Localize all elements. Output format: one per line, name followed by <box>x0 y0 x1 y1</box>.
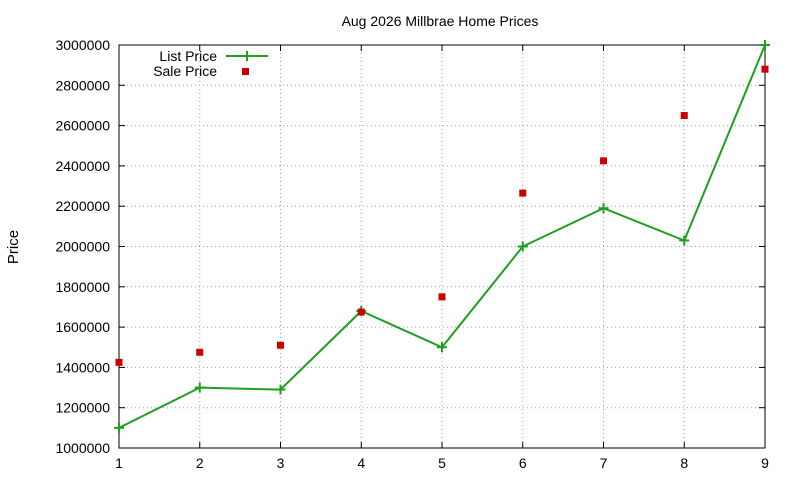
list-price-point <box>194 382 205 393</box>
x-tick-label: 5 <box>438 455 446 471</box>
series-list-price <box>114 40 770 433</box>
y-tick-labels: 1000000 1200000 1400000 1600000 1800000 20000… <box>55 37 110 456</box>
legend-marker-sale-price <box>242 68 249 75</box>
y-tick-label: 1600000 <box>55 319 110 335</box>
x-tick-label: 6 <box>519 455 527 471</box>
x-tick-labels: 1 2 3 4 5 6 7 8 9 <box>115 455 769 471</box>
list-price-point <box>275 384 286 395</box>
x-tick-label: 7 <box>600 455 608 471</box>
sale-price-point <box>277 341 284 349</box>
y-tick-label: 2600000 <box>55 118 110 134</box>
x-tick-label: 2 <box>196 455 204 471</box>
legend-label-sale-price: Sale Price <box>153 63 217 79</box>
list-price-point <box>760 40 770 50</box>
legend: List Price Sale Price <box>153 48 268 79</box>
list-price-point <box>114 422 124 433</box>
y-tick-label: 1400000 <box>55 359 110 375</box>
sale-price-point <box>761 65 769 73</box>
y-tick-label: 1800000 <box>55 279 110 295</box>
sale-price-point <box>680 112 688 120</box>
sale-price-point <box>438 293 446 301</box>
sale-price-point <box>196 348 204 356</box>
list-price-point <box>598 203 609 214</box>
list-price-point <box>517 241 528 252</box>
sale-price-point <box>600 157 607 165</box>
chart-title: Aug 2026 Millbrae Home Prices <box>342 13 539 29</box>
legend-label-list-price: List Price <box>159 48 217 64</box>
list-price-line <box>118 44 766 429</box>
list-price-point <box>679 235 690 246</box>
sale-price-point <box>357 308 365 316</box>
y-axis-label: Price <box>5 230 22 264</box>
x-tick-label: 3 <box>277 455 285 471</box>
x-tick-label: 8 <box>680 455 688 471</box>
list-price-point <box>437 342 447 353</box>
x-tick-label: 1 <box>115 455 123 471</box>
sale-price-point <box>115 358 123 366</box>
y-tick-label: 2200000 <box>55 198 110 214</box>
y-tick-label: 2800000 <box>55 77 110 93</box>
x-tick-label: 9 <box>761 455 769 471</box>
series-layer <box>114 40 770 433</box>
sale-price-point <box>519 189 527 197</box>
y-tick-label: 2400000 <box>55 158 110 174</box>
legend-marker-list-price <box>242 51 252 61</box>
y-tick-label: 3000000 <box>55 37 110 53</box>
series-sale-price <box>115 65 769 366</box>
y-tick-label: 1200000 <box>55 400 110 416</box>
x-tick-label: 4 <box>357 455 365 471</box>
y-tick-label: 1000000 <box>55 440 110 456</box>
y-tick-label: 2000000 <box>55 239 110 255</box>
